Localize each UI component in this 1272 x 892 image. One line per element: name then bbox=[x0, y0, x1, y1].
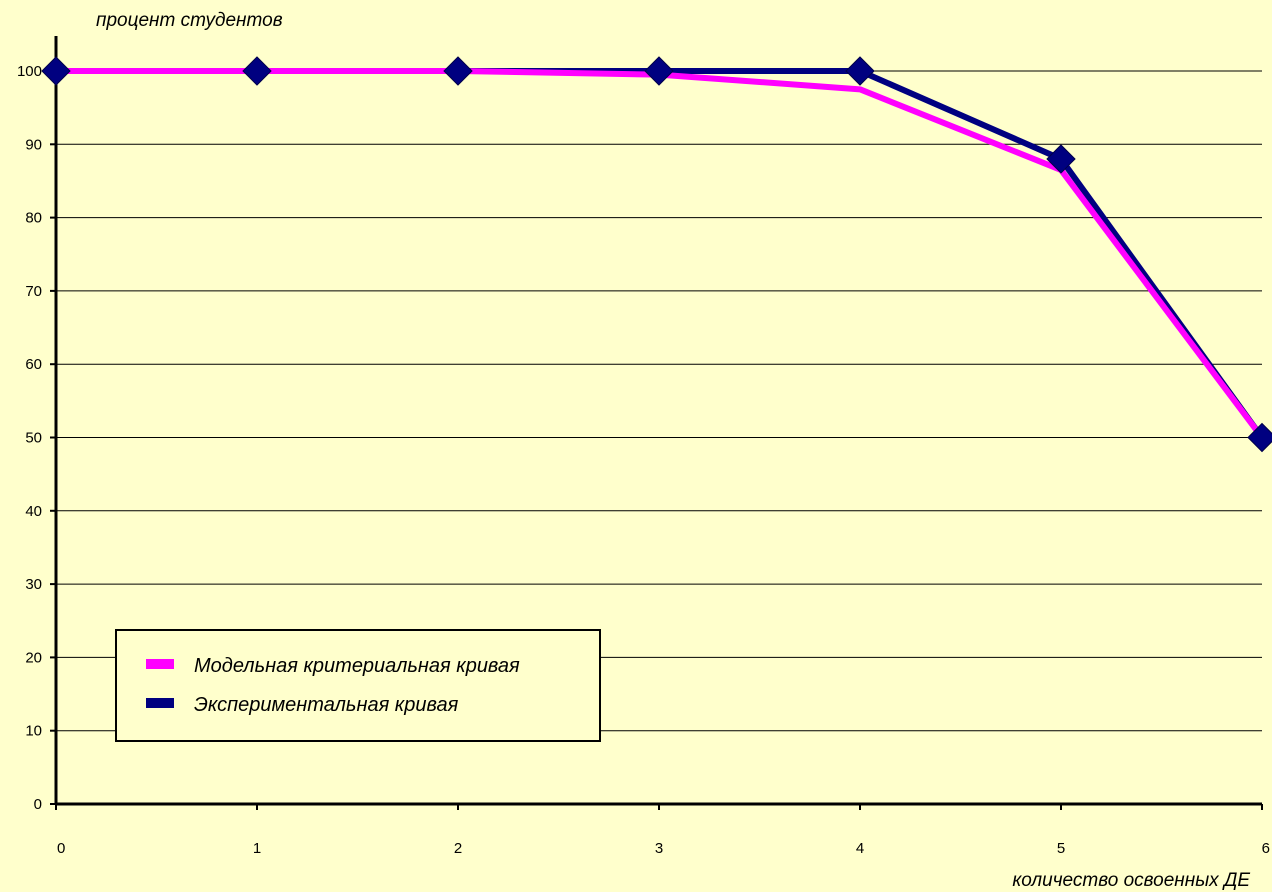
legend-swatch-experiment bbox=[146, 698, 174, 708]
x-tick-label: 2 bbox=[454, 840, 462, 857]
y-tick-label: 0 bbox=[34, 796, 42, 813]
y-tick-label: 10 bbox=[25, 723, 42, 740]
data-point bbox=[41, 56, 71, 86]
y-tick-label: 100 bbox=[17, 63, 42, 80]
x-tick-labels: 0 1 2 3 4 5 6 bbox=[57, 840, 1270, 857]
y-tick-label: 50 bbox=[25, 430, 42, 447]
y-tick-label: 90 bbox=[25, 136, 42, 153]
y-tick-label: 60 bbox=[25, 356, 42, 373]
legend-swatch-model bbox=[146, 659, 174, 669]
legend-label-model: Модельная критериальная кривая bbox=[194, 655, 520, 677]
y-tick-label: 30 bbox=[25, 576, 42, 593]
x-tick-label: 3 bbox=[655, 840, 663, 857]
y-axis-title: процент студентов bbox=[96, 10, 283, 31]
y-tick-label: 70 bbox=[25, 283, 42, 300]
data-point bbox=[242, 56, 272, 86]
x-tick-label: 4 bbox=[856, 840, 864, 857]
y-tick-label: 80 bbox=[25, 210, 42, 227]
legend-box bbox=[115, 629, 601, 742]
legend: Модельная критериальная кривая Экспериме… bbox=[115, 629, 601, 742]
x-tick-label: 0 bbox=[57, 840, 65, 857]
y-tick-label: 40 bbox=[25, 503, 42, 520]
y-tick-label: 20 bbox=[25, 649, 42, 666]
x-tick-label: 5 bbox=[1057, 840, 1065, 857]
x-tick-label: 1 bbox=[253, 840, 261, 857]
data-point bbox=[845, 56, 875, 86]
x-axis-title: количество освоенных ДЕ bbox=[1012, 870, 1250, 891]
y-tick-labels: 0 10 20 30 40 50 60 70 80 90 100 bbox=[17, 63, 42, 813]
data-point bbox=[1247, 422, 1272, 453]
data-point bbox=[1046, 144, 1076, 174]
legend-label-experiment: Экспериментальная кривая bbox=[194, 694, 459, 716]
data-point bbox=[644, 56, 674, 86]
x-tick-label: 6 bbox=[1262, 840, 1270, 857]
series-layer bbox=[41, 56, 1272, 453]
axes bbox=[50, 36, 1263, 810]
data-point bbox=[443, 56, 473, 86]
